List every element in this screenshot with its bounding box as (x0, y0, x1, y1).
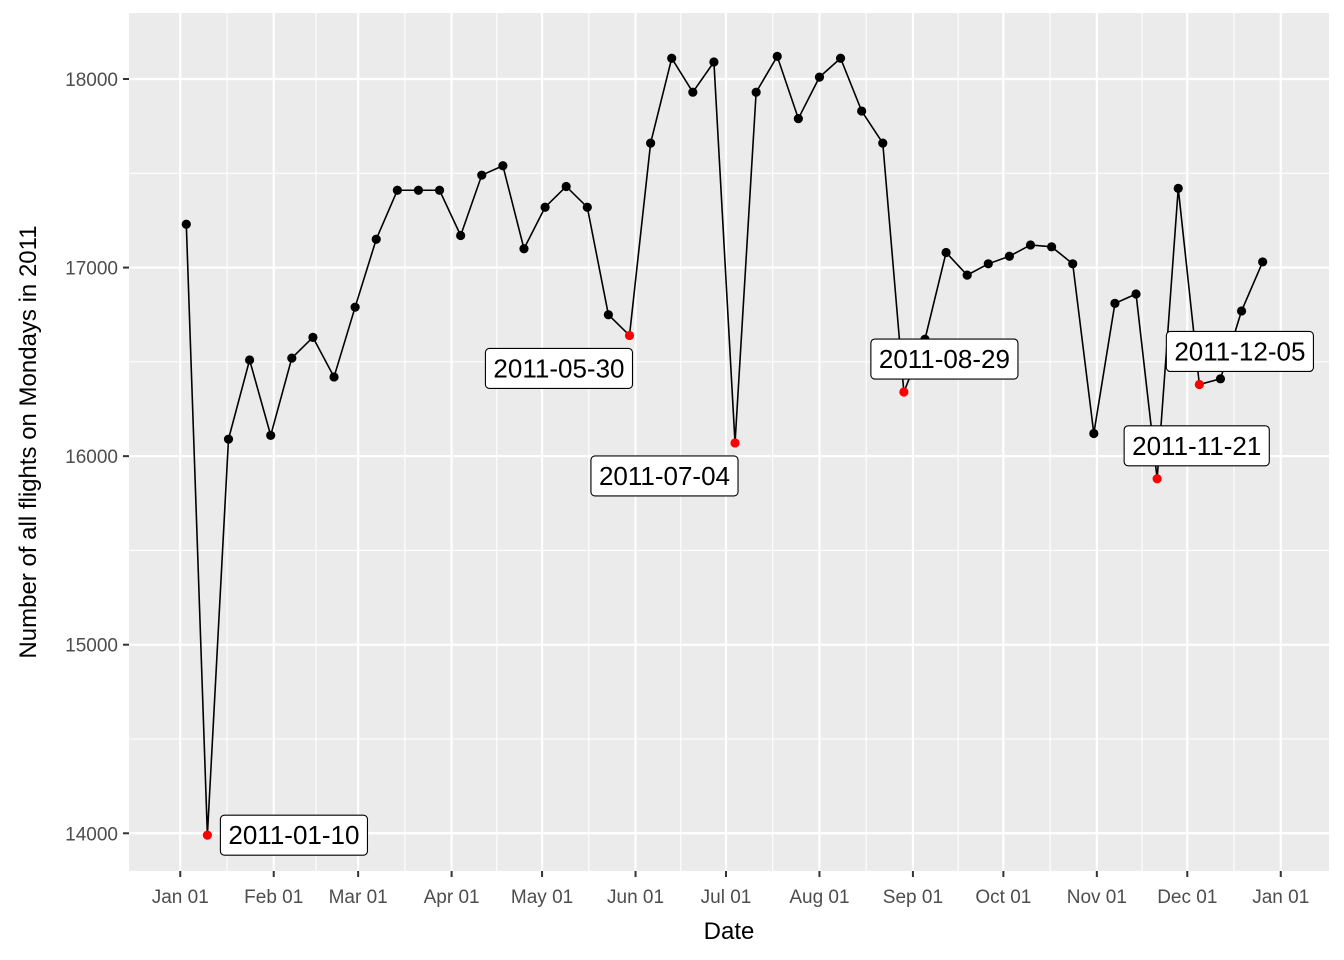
data-point (181, 219, 191, 229)
data-point (667, 53, 677, 63)
data-point (1258, 257, 1268, 267)
data-point (392, 185, 402, 195)
data-point (857, 106, 867, 116)
x-tick-label: Jan 01 (1252, 887, 1309, 908)
y-tick-label: 15000 (65, 636, 118, 657)
x-tick-label: Aug 01 (789, 887, 849, 908)
data-point (498, 161, 508, 171)
data-point (223, 434, 234, 444)
data-point (1047, 242, 1057, 252)
x-tick-label: May 01 (511, 887, 573, 908)
x-tick-label: Jan 01 (152, 887, 209, 908)
data-point (329, 372, 339, 382)
annotation-label: 2011-01-10 (219, 814, 369, 856)
x-tick-label: Nov 01 (1067, 887, 1127, 908)
data-point (561, 181, 571, 192)
annotation-label: 2011-08-29 (870, 338, 1019, 380)
x-axis: Jan 01 Feb 01 Mar 01 Apr 01 May 01 Jun 01 Jul … (152, 871, 1309, 908)
data-point (1131, 289, 1141, 299)
x-tick-label: Jun 01 (607, 887, 664, 908)
annotation-text: 2011-08-29 (879, 344, 1010, 374)
annotation-text: 2011-07-04 (599, 461, 730, 491)
data-point (941, 247, 951, 258)
y-tick-label: 18000 (65, 70, 118, 91)
annotation-layer: 2011-01-10 2011-05-30 2011-07-04 2011-08-29… (219, 330, 1314, 856)
data-point (1004, 251, 1015, 261)
x-tick-label: Feb 01 (244, 887, 303, 908)
x-tick-label: Oct 01 (975, 887, 1031, 908)
y-axis-title: Number of all flights on Mondays in 2011 (15, 225, 42, 658)
y-tick-label: 17000 (65, 259, 118, 280)
y-tick-label: 16000 (65, 447, 118, 468)
data-point (1089, 428, 1099, 439)
annotation-box (1165, 330, 1314, 373)
annotation-box (590, 455, 739, 497)
annotation-box (219, 814, 369, 856)
highlight-point (1152, 474, 1162, 484)
data-point (245, 355, 255, 365)
annotation-label: 2011-07-04 (590, 455, 739, 497)
data-point (434, 185, 445, 195)
annotation-label: 2011-05-30 (484, 347, 634, 390)
series-layer (181, 51, 1268, 840)
data-point (1025, 240, 1036, 250)
highlight-point (202, 830, 212, 840)
data-point (603, 310, 613, 320)
data-point (646, 138, 656, 148)
data-point (1110, 298, 1120, 308)
data-point (688, 87, 698, 97)
data-point (1236, 306, 1247, 316)
x-tick-label: Apr 01 (424, 887, 480, 908)
annotation-box (484, 347, 634, 390)
data-point (456, 230, 466, 241)
data-point (878, 138, 888, 148)
y-axis: 14000 15000 16000 17000 18000 (65, 70, 129, 845)
highlight-point (730, 438, 740, 448)
data-point (1068, 259, 1078, 269)
annotation-box (870, 338, 1019, 380)
data-point (962, 270, 972, 280)
data-point (835, 53, 846, 63)
data-point (413, 185, 424, 195)
data-point (540, 202, 550, 212)
annotation-label: 2011-11-21 (1123, 425, 1270, 467)
data-point (582, 202, 592, 212)
x-tick-label: Dec 01 (1157, 887, 1217, 908)
annotation-text: 2011-11-21 (1132, 431, 1261, 461)
annotation-text: 2011-01-10 (228, 820, 359, 850)
data-point (266, 430, 276, 440)
y-tick-label: 14000 (65, 824, 118, 845)
data-point (751, 87, 761, 97)
highlight-point (1194, 379, 1204, 390)
data-point (709, 57, 719, 67)
x-axis-title: Date (704, 918, 755, 945)
data-point (1173, 183, 1183, 193)
x-tick-label: Sep 01 (883, 887, 943, 908)
annotation-text: 2011-05-30 (493, 353, 624, 383)
data-point (793, 114, 803, 124)
data-point (814, 72, 825, 82)
data-point (287, 353, 297, 363)
data-point (1215, 374, 1226, 384)
x-tick-label: Jul 01 (701, 887, 752, 908)
data-point (772, 51, 782, 61)
annotation-text: 2011-12-05 (1174, 336, 1305, 366)
annotation-box (1123, 425, 1270, 467)
data-point (519, 244, 529, 254)
highlight-point (899, 387, 909, 397)
data-point (350, 302, 360, 312)
data-point (371, 234, 381, 244)
data-point (308, 332, 318, 342)
highlight-point (624, 330, 635, 341)
annotation-label: 2011-12-05 (1165, 330, 1314, 373)
series-line (185, 54, 1264, 836)
data-point (983, 259, 993, 269)
x-tick-label: Mar 01 (329, 887, 388, 908)
data-point (477, 170, 487, 180)
